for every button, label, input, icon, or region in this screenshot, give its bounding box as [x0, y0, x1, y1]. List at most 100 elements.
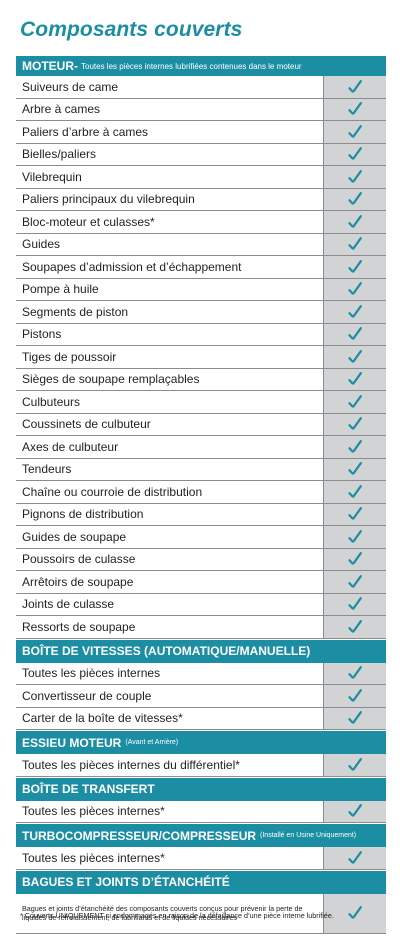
section-rows-turbo: Toutes les pièces internes*: [16, 847, 386, 870]
section-title: BAGUES ET JOINTS D’ÉTANCHÉITÉ: [22, 875, 230, 889]
checkmark-icon: [347, 394, 363, 410]
item-label: Toutes les pièces internes du différenti…: [16, 754, 324, 776]
covered-cell: [324, 548, 386, 570]
covered-cell: [324, 278, 386, 300]
item-label: Suiveurs de came: [16, 76, 324, 98]
covered-cell: [324, 256, 386, 278]
covered-cell: [324, 754, 386, 776]
checkmark-icon: [347, 574, 363, 590]
table-row: Pompe à huile: [16, 278, 386, 301]
section-title: ESSIEU MOTEUR: [22, 735, 122, 750]
covered-cell: [324, 481, 386, 503]
covered-cell: [324, 503, 386, 525]
checkmark-icon: [347, 101, 363, 117]
covered-cell: [324, 143, 386, 165]
section-subtitle: (Installé en Usine Uniquement): [260, 832, 357, 839]
item-label: Culbuteurs: [16, 391, 324, 413]
table-row: Vilebrequin: [16, 166, 386, 189]
item-label: Bagues et joints d’étanchéité des compos…: [16, 893, 324, 933]
section-header-bagues: BAGUES ET JOINTS D’ÉTANCHÉITÉ: [16, 869, 386, 894]
covered-cell: [324, 458, 386, 480]
covered-cell: [324, 211, 386, 233]
covered-cell: [324, 121, 386, 143]
covered-cell: [324, 800, 386, 822]
item-label: Pignons de distribution: [16, 503, 324, 525]
checkmark-icon: [347, 259, 363, 275]
section-title: MOTEUR-: [22, 59, 78, 73]
checkmark-icon: [347, 905, 363, 921]
checkmark-icon: [347, 146, 363, 162]
item-label: Carter de la boîte de vitesses*: [16, 707, 324, 729]
item-label: Toutes les pièces internes: [16, 662, 324, 684]
checkmark-icon: [347, 757, 363, 773]
table-row: Tendeurs: [16, 458, 386, 481]
item-label: Convertisseur de couple: [16, 685, 324, 707]
item-label: Toutes les pièces internes*: [16, 847, 324, 869]
section-header-boite-vitesses: BOÎTE DE VITESSES (AUTOMATIQUE/MANUELLE): [16, 638, 386, 663]
table-row: Arrêtoirs de soupape: [16, 571, 386, 594]
item-label: Paliers principaux du vilebrequin: [16, 188, 324, 210]
item-label: Coussinets de culbuteur: [16, 413, 324, 435]
table-row: Suiveurs de came: [16, 76, 386, 99]
item-label: Sièges de soupape remplaçables: [16, 368, 324, 390]
checkmark-icon: [347, 281, 363, 297]
covered-cell: [324, 593, 386, 615]
table-row: Carter de la boîte de vitesses*: [16, 707, 386, 730]
section-rows-moteur: Suiveurs de came Arbre à cames Paliers d’a…: [16, 76, 386, 639]
checkmark-icon: [347, 665, 363, 681]
checkmark-icon: [347, 710, 363, 726]
section-title: BOÎTE DE TRANSFERT: [22, 782, 155, 796]
section-subtitle: (Avant et Arrière): [125, 739, 179, 746]
checkmark-icon: [347, 484, 363, 500]
table-row: Coussinets de culbuteur: [16, 413, 386, 436]
item-label: Pompe à huile: [16, 278, 324, 300]
checkmark-icon: [347, 596, 363, 612]
item-label: Pistons: [16, 323, 324, 345]
section-header-transfert: BOÎTE DE TRANSFERT: [16, 776, 386, 801]
covered-cell: [324, 847, 386, 869]
covered-cell: [324, 301, 386, 323]
table-row: Culbuteurs: [16, 391, 386, 414]
item-label: Bloc-moteur et culasses*: [16, 211, 324, 233]
coverage-table: MOTEUR- Toutes les pièces internes lubrif…: [16, 55, 386, 934]
checkmark-icon: [347, 688, 363, 704]
section-rows-boite-vitesses: Toutes les pièces internes Convertisseur …: [16, 662, 386, 730]
item-label: Guides: [16, 233, 324, 255]
checkmark-icon: [347, 214, 363, 230]
item-label: Vilebrequin: [16, 166, 324, 188]
covered-cell: [324, 233, 386, 255]
covered-cell: [324, 662, 386, 684]
checkmark-icon: [347, 529, 363, 545]
covered-cell: [324, 323, 386, 345]
table-row: Soupapes d’admission et d’échappement: [16, 256, 386, 279]
table-row: Guides de soupape: [16, 526, 386, 549]
table-row: Joints de culasse: [16, 593, 386, 616]
checkmark-icon: [347, 461, 363, 477]
covered-cell: [324, 346, 386, 368]
item-label: Joints de culasse: [16, 593, 324, 615]
section-header-essieu: ESSIEU MOTEUR (Avant et Arrière): [16, 730, 386, 754]
table-row: Toutes les pièces internes*: [16, 800, 386, 823]
item-label: Arrêtoirs de soupape: [16, 571, 324, 593]
covered-cell: [324, 368, 386, 390]
item-label: Chaîne ou courroie de distribution: [16, 481, 324, 503]
checkmark-icon: [347, 803, 363, 819]
table-row: Pignons de distribution: [16, 503, 386, 526]
checkmark-icon: [347, 439, 363, 455]
checkmark-icon: [347, 124, 363, 140]
table-row: Segments de piston: [16, 301, 386, 324]
item-label: Tendeurs: [16, 458, 324, 480]
checkmark-icon: [347, 236, 363, 252]
table-row: Guides: [16, 233, 386, 256]
covered-cell: [324, 526, 386, 548]
item-label: Axes de culbuteur: [16, 436, 324, 458]
checkmark-icon: [347, 191, 363, 207]
item-label: Poussoirs de culasse: [16, 548, 324, 570]
covered-cell: [324, 685, 386, 707]
covered-cell: [324, 436, 386, 458]
table-row: Paliers d’arbre à cames: [16, 121, 386, 144]
checkmark-icon: [347, 169, 363, 185]
item-label: Bielles/paliers: [16, 143, 324, 165]
table-row: Arbre à cames: [16, 98, 386, 121]
